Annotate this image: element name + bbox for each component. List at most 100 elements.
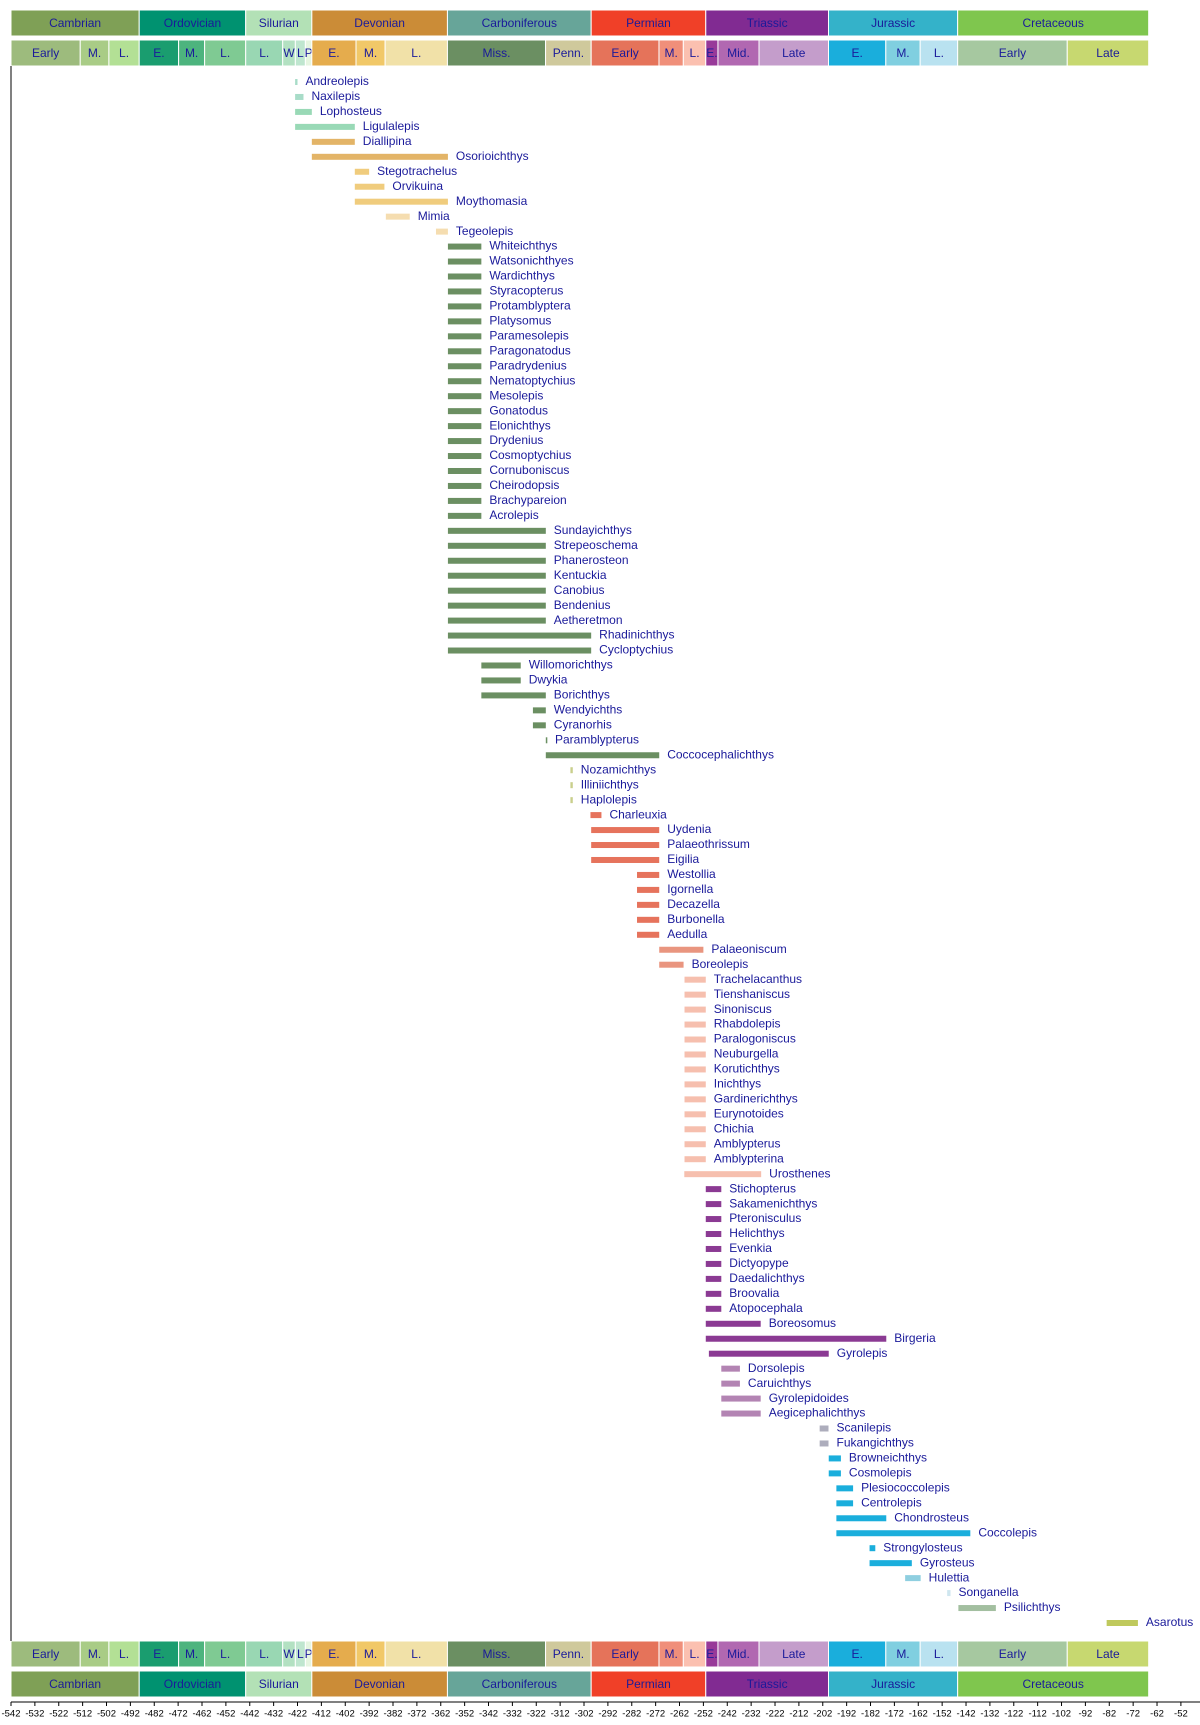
epoch-box	[885, 39, 921, 67]
range-bar	[637, 901, 660, 908]
period-box	[827, 9, 959, 37]
range-bar	[447, 617, 546, 624]
x-tick-label: -172	[885, 1709, 904, 1720]
x-tick-label: -202	[813, 1709, 832, 1720]
range-bar	[659, 961, 684, 968]
range-bar	[905, 1575, 921, 1582]
x-tick-label: -382	[384, 1709, 403, 1720]
epoch-box	[545, 39, 592, 67]
range-bar	[684, 1081, 706, 1088]
taxon-label: Coccolepis	[978, 1525, 1037, 1539]
range-bar	[705, 1335, 887, 1342]
epoch-box	[108, 1640, 140, 1668]
range-bar	[295, 108, 312, 115]
range-bar	[637, 916, 660, 923]
range-bar	[637, 886, 660, 893]
epoch-label: M.	[896, 46, 909, 60]
taxon-label: Whiteichthys	[489, 239, 557, 253]
taxon-label: Kentuckia	[554, 568, 607, 582]
taxon-label: Cosmoptychius	[489, 448, 571, 462]
epoch-label: E.	[706, 1647, 717, 1661]
x-tick-label: -292	[598, 1709, 617, 1720]
range-bar	[819, 1440, 829, 1447]
x-tick-label: -502	[97, 1709, 116, 1720]
range-bar	[591, 856, 660, 863]
period-box	[138, 1670, 247, 1698]
period-label: Triassic	[747, 1677, 788, 1691]
range-bar	[684, 1006, 706, 1013]
range-bar	[385, 213, 410, 220]
range-bar	[545, 752, 660, 759]
taxon-label: Styracopterus	[489, 284, 563, 298]
range-bar	[481, 662, 521, 669]
taxon-label: Sundayichthys	[554, 523, 632, 537]
period-label: Ordovician	[164, 16, 221, 30]
epoch-label: L.	[220, 1647, 230, 1661]
epoch-box	[957, 1640, 1068, 1668]
epoch-label: Early	[999, 1647, 1026, 1661]
taxon-label: Charleuxia	[609, 807, 667, 821]
taxon-label: Ligulalepis	[363, 119, 420, 133]
x-tick-label: -62	[1150, 1709, 1164, 1720]
range-bar	[447, 557, 546, 564]
x-tick-label: -492	[121, 1709, 140, 1720]
range-bar	[481, 677, 521, 684]
taxon-label: Centrolepis	[861, 1495, 922, 1509]
range-bar	[958, 1605, 996, 1612]
x-tick-label: -352	[455, 1709, 474, 1720]
range-bar	[947, 1590, 951, 1597]
range-bar	[447, 408, 482, 415]
taxon-label: Mimia	[418, 209, 450, 223]
x-tick-label: -462	[192, 1709, 211, 1720]
taxon-label: Dictyopype	[729, 1256, 789, 1270]
range-bar	[705, 1231, 722, 1238]
taxon-label: Caruichthys	[748, 1376, 811, 1390]
range-bar	[570, 767, 573, 774]
range-bar	[447, 318, 482, 325]
epoch-label: Miss.	[483, 1647, 511, 1661]
taxon-label: Willomorichthys	[529, 658, 613, 672]
period-box	[245, 9, 313, 37]
epoch-box	[545, 1640, 592, 1668]
epoch-box	[245, 1640, 284, 1668]
range-bar	[447, 453, 482, 460]
range-bar	[447, 587, 546, 594]
taxon-label: Wendyichths	[554, 703, 622, 717]
taxon-label: Protamblyptera	[489, 299, 571, 313]
period-box	[705, 9, 829, 37]
period-label: Cretaceous	[1022, 1677, 1083, 1691]
taxon-label: Mesolepis	[489, 388, 543, 402]
range-bar	[590, 812, 602, 819]
range-bar	[705, 1275, 722, 1282]
period-box	[957, 1670, 1150, 1698]
taxon-label: Burbonella	[667, 912, 725, 926]
period-label: Jurassic	[871, 1677, 915, 1691]
x-tick-label: -312	[551, 1709, 570, 1720]
taxon-label: Dorsolepis	[748, 1361, 805, 1375]
epoch-label: L.	[934, 46, 944, 60]
range-bar	[659, 946, 704, 953]
x-tick-label: -372	[407, 1709, 426, 1720]
epoch-label: Mid.	[727, 1647, 750, 1661]
range-bar	[435, 228, 448, 235]
range-bar	[591, 827, 660, 834]
range-bar	[721, 1410, 761, 1417]
taxon-label: Aedulla	[667, 927, 707, 941]
taxon-label: Chondrosteus	[894, 1510, 969, 1524]
x-tick-label: -512	[73, 1709, 92, 1720]
range-bar	[447, 303, 482, 310]
range-bar	[836, 1515, 887, 1522]
x-tick-label: -252	[694, 1709, 713, 1720]
range-bar	[836, 1485, 854, 1492]
range-bar	[705, 1305, 722, 1312]
period-label: Cretaceous	[1022, 16, 1083, 30]
taxon-label: Stichopterus	[729, 1181, 796, 1195]
range-bar	[447, 363, 482, 370]
epoch-box	[758, 1640, 829, 1668]
taxon-label: Uydenia	[667, 822, 711, 836]
x-tick-label: -482	[145, 1709, 164, 1720]
epoch-box	[1066, 39, 1150, 67]
epoch-label: W	[283, 46, 295, 60]
range-bar	[447, 423, 482, 430]
period-box	[10, 9, 140, 37]
